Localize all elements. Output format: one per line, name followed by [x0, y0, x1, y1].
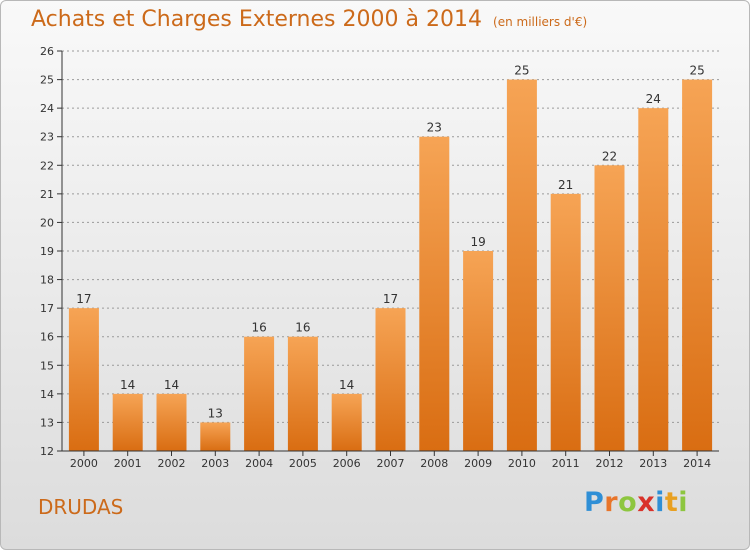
bar-value-label: 24	[646, 92, 661, 106]
x-tick-label: 2014	[683, 457, 711, 470]
bar	[331, 393, 362, 451]
y-tick-label: 13	[40, 416, 54, 429]
bar	[375, 308, 406, 451]
y-tick-label: 12	[40, 445, 54, 458]
chart-unit: (en milliers d'€)	[493, 15, 588, 29]
proxiti-logo: Proxiti	[584, 487, 688, 518]
x-tick-label: 2007	[377, 457, 405, 470]
chart-title-block: Achats et Charges Externes 2000 à 2014 (…	[31, 7, 587, 32]
x-tick-label: 2003	[201, 457, 229, 470]
bar	[594, 165, 625, 452]
logo-letter: r	[604, 487, 619, 518]
y-tick-label: 26	[40, 45, 54, 58]
bar-value-label: 14	[339, 378, 354, 392]
x-tick-label: 2010	[508, 457, 536, 470]
bar	[682, 79, 713, 452]
bar-value-label: 16	[295, 321, 310, 335]
axis-layer	[57, 50, 719, 456]
x-tick-label: 2005	[289, 457, 317, 470]
bar-value-label: 16	[251, 321, 266, 335]
logo-letter: x	[637, 487, 656, 518]
y-tick-label: 15	[40, 359, 54, 372]
bar	[463, 251, 494, 451]
bar	[638, 108, 669, 452]
bar-value-label: 17	[383, 292, 398, 306]
label-layer: 12 13 14 15 16 17 18 19 20 21 22 23 24 25 26 17 2000 14 20…	[40, 45, 711, 470]
bar	[287, 336, 318, 451]
y-tick-label: 19	[40, 245, 54, 258]
x-tick-label: 2011	[552, 457, 580, 470]
bar	[200, 422, 231, 451]
logo-letter: o	[618, 487, 638, 518]
bar-value-label: 23	[427, 121, 442, 135]
bar-layer	[68, 79, 713, 452]
logo-letter: t	[664, 487, 679, 518]
bar	[550, 193, 581, 451]
bar	[506, 79, 537, 452]
x-tick-label: 2012	[596, 457, 624, 470]
bar-value-label: 25	[689, 64, 704, 78]
y-tick-label: 21	[40, 188, 54, 201]
x-tick-label: 2004	[245, 457, 273, 470]
bar-value-label: 17	[76, 292, 91, 306]
bar	[156, 393, 187, 451]
bar-value-label: 22	[602, 149, 617, 163]
bar-value-label: 14	[164, 378, 179, 392]
y-tick-label: 18	[40, 274, 54, 287]
x-tick-label: 2001	[114, 457, 142, 470]
x-tick-label: 2009	[464, 457, 492, 470]
x-tick-label: 2006	[333, 457, 361, 470]
y-tick-label: 16	[40, 331, 54, 344]
y-tick-label: 25	[40, 74, 54, 87]
y-tick-label: 14	[40, 388, 54, 401]
y-tick-label: 20	[40, 216, 54, 229]
y-tick-label: 23	[40, 131, 54, 144]
logo-letter: i	[655, 487, 665, 518]
bar-value-label: 21	[558, 178, 573, 192]
logo-letter: i	[678, 487, 689, 518]
bar	[68, 308, 99, 451]
x-tick-label: 2013	[639, 457, 667, 470]
bar-value-label: 13	[208, 406, 223, 420]
x-tick-label: 2000	[70, 457, 98, 470]
x-tick-label: 2008	[420, 457, 448, 470]
y-tick-label: 24	[40, 102, 54, 115]
bar	[112, 393, 143, 451]
bar	[244, 336, 275, 451]
bar-value-label: 14	[120, 378, 135, 392]
bar-value-label: 25	[514, 64, 529, 78]
logo-letter: P	[584, 487, 605, 518]
bar-value-label: 19	[470, 235, 485, 249]
commune-name: DRUDAS	[38, 495, 124, 519]
y-tick-label: 22	[40, 159, 54, 172]
y-tick-label: 17	[40, 302, 54, 315]
x-tick-label: 2002	[158, 457, 186, 470]
bar	[419, 136, 450, 451]
chart-title: Achats et Charges Externes 2000 à 2014	[31, 7, 482, 32]
